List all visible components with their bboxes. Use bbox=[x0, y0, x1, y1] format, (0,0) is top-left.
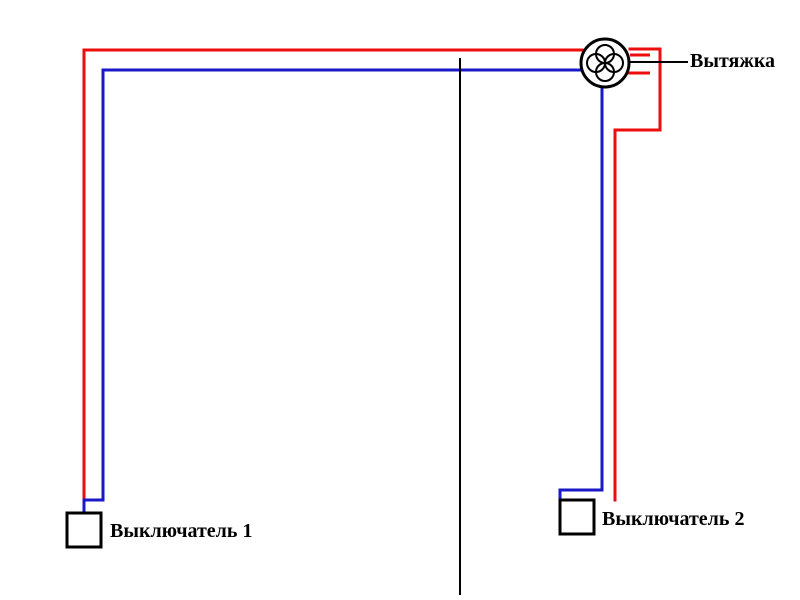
switch-2-label: Выключатель 2 bbox=[602, 508, 744, 531]
wiring-diagram: Вытяжка Выключатель 1 Выключатель 2 bbox=[0, 0, 800, 600]
switch-2-box bbox=[560, 500, 594, 534]
blue-wire-left bbox=[84, 70, 582, 513]
red-wire-outer bbox=[84, 50, 582, 500]
red-wire-right bbox=[615, 49, 660, 500]
blue-wire-right bbox=[560, 87, 602, 500]
fan-label: Вытяжка bbox=[690, 50, 775, 73]
switch-1-label: Выключатель 1 bbox=[110, 520, 252, 543]
switch-1-box bbox=[67, 513, 101, 547]
